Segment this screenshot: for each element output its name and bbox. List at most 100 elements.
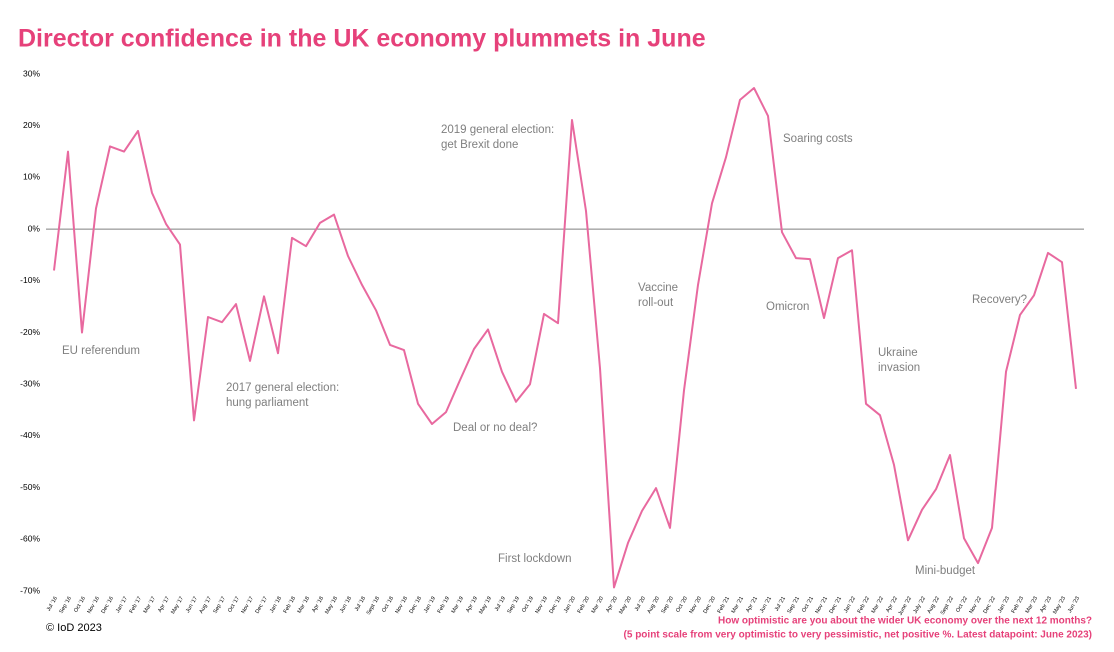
annotation: invasion [878, 362, 920, 374]
x-tick-label: Aug '17 [199, 596, 213, 615]
copyright: © IoD 2023 [46, 622, 102, 634]
chart-title: Director confidence in the UK economy pl… [18, 25, 706, 53]
annotation: EU referendum [62, 345, 140, 357]
annotation: 2019 general election: [441, 124, 554, 136]
y-tick-label: 10% [23, 172, 40, 182]
x-tick-label: Dec '20 [703, 596, 717, 615]
y-tick-label: -40% [20, 430, 40, 440]
x-tick-label: Aug '22 [927, 596, 941, 615]
x-tick-label: May '18 [324, 596, 339, 616]
x-tick-label: Nov '16 [87, 596, 101, 615]
x-tick-label: Dec '19 [549, 596, 563, 615]
annotation: Omicron [766, 301, 809, 313]
x-tick-label: May '19 [478, 596, 493, 616]
x-tick-label: Feb '20 [577, 596, 591, 615]
x-tick-label: Jul '20 [634, 596, 647, 613]
annotation: get Brexit done [441, 139, 518, 151]
x-tick-label: Jan '19 [423, 596, 437, 614]
x-tick-label: Jan '17 [115, 596, 129, 614]
annotation: Mini-budget [915, 565, 976, 577]
y-tick-label: -30% [20, 378, 40, 388]
x-tick-label: Dec '22 [983, 596, 997, 615]
line-series [53, 87, 1077, 589]
note-line: (5 point scale from very optimistic to v… [624, 630, 1092, 641]
x-tick-label: Jun '21 [759, 596, 773, 614]
annotation: Recovery? [972, 294, 1027, 306]
annotation: Deal or no deal? [453, 422, 537, 434]
annotation: hung parliament [226, 397, 309, 409]
x-tick-label: Apr '21 [745, 596, 759, 614]
y-tick-label: -50% [20, 482, 40, 492]
x-tick-label: Aug '20 [647, 596, 661, 615]
x-tick-label: Sep '20 [661, 596, 675, 615]
x-tick-label: Jan '22 [843, 596, 857, 614]
x-tick-label: Sep '16 [59, 596, 73, 615]
x-tick-label: Jul '19 [494, 596, 507, 613]
x-tick-label: Oct '22 [955, 596, 969, 614]
annotation: roll-out [638, 297, 674, 309]
x-tick-label: Feb '23 [1011, 596, 1025, 615]
x-tick-label: Nov '18 [395, 596, 409, 615]
annotation: First lockdown [498, 553, 572, 565]
note-line: How optimistic are you about the wider U… [718, 616, 1092, 627]
y-tick-label: -70% [20, 585, 40, 595]
x-tick-label: Mar '17 [143, 596, 157, 615]
x-tick-label: Mar '20 [591, 596, 605, 615]
annotation: Ukraine [878, 347, 918, 359]
x-tick-label: Sept '22 [940, 596, 955, 616]
annotation: Vaccine [638, 282, 678, 294]
annotation: 2017 general election: [226, 382, 339, 394]
x-tick-label: Jan '23 [997, 596, 1011, 614]
y-tick-label: -60% [20, 534, 40, 544]
x-tick-label: Feb '21 [717, 596, 731, 615]
x-tick-label: Jan '18 [269, 596, 283, 614]
x-tick-label: Dec '18 [409, 596, 423, 615]
x-tick-label: Jul '16 [46, 596, 59, 613]
x-tick-label: Apr '23 [1039, 596, 1053, 614]
x-tick-label: Nov '22 [969, 596, 983, 615]
x-tick-label: Mar '18 [297, 596, 311, 615]
x-tick-label: Mar '23 [1025, 596, 1039, 615]
x-tick-label: Jun '17 [185, 596, 199, 614]
x-tick-label: Apr '20 [605, 596, 619, 614]
x-tick-label: Dec '16 [101, 596, 115, 615]
x-tick-label: Oct '18 [381, 596, 395, 614]
x-tick-label: June '22 [897, 596, 913, 617]
x-tick-label: Nov '20 [689, 596, 703, 615]
x-tick-label: Jul '21 [774, 596, 787, 613]
x-tick-label: Mar '19 [451, 596, 465, 615]
y-tick-label: -20% [20, 327, 40, 337]
x-tick-label: May '17 [170, 596, 185, 616]
x-tick-label: Nov '19 [535, 596, 549, 615]
x-tick-label: Jun '23 [1067, 596, 1081, 614]
y-tick-label: -10% [20, 275, 40, 285]
x-tick-label: Oct '17 [227, 596, 241, 614]
x-tick-label: Mar '22 [871, 596, 885, 615]
y-tick-label: 30% [23, 68, 40, 78]
y-tick-label: 0% [28, 223, 41, 233]
x-tick-label: May '23 [1052, 596, 1067, 616]
x-tick-label: Feb '22 [857, 596, 871, 615]
x-tick-label: May '20 [618, 596, 633, 616]
x-tick-label: Oct '19 [521, 596, 535, 614]
x-tick-label: Oct '21 [801, 596, 815, 614]
x-tick-label: Feb '19 [437, 596, 451, 615]
x-tick-label: Nov '17 [241, 596, 255, 615]
x-tick-label: Apr '18 [311, 596, 325, 614]
x-tick-label: Sep '19 [507, 596, 521, 615]
x-tick-label: Dec '17 [255, 596, 269, 615]
x-tick-label: Feb '17 [129, 596, 143, 615]
annotation: Soaring costs [783, 133, 853, 145]
x-tick-label: Sep '17 [213, 596, 227, 615]
x-tick-label: Sept '18 [366, 596, 381, 616]
x-tick-label: Apr '17 [157, 596, 171, 614]
x-tick-label: Apr '19 [465, 596, 479, 614]
x-tick-label: Jun '18 [339, 596, 353, 614]
x-tick-label: Dec '21 [829, 596, 843, 615]
x-tick-label: July '22 [913, 596, 927, 615]
x-tick-label: Jan '20 [563, 596, 577, 614]
x-tick-label: Apr '22 [885, 596, 899, 614]
y-tick-label: 20% [23, 120, 40, 130]
x-tick-label: Mar '21 [731, 596, 745, 615]
